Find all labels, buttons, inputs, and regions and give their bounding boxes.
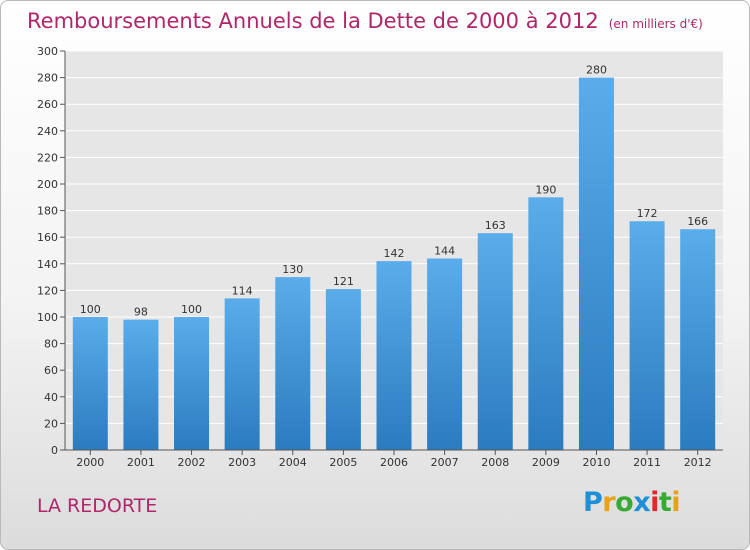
data-label-2005: 121 [333, 275, 354, 288]
bar-2002 [174, 317, 210, 450]
y-tick-label: 200 [37, 178, 58, 191]
bar-2001 [123, 319, 159, 450]
y-axis-ticks: 0 20 40 60 80 100 120 140 160 180 200 220 240 260 280 3… [37, 45, 65, 457]
data-label-2006: 142 [384, 247, 405, 260]
bar-2005 [325, 289, 361, 450]
x-tick-label-2009: 2009 [532, 456, 560, 469]
y-tick-label: 60 [44, 364, 58, 377]
x-tick-label-2005: 2005 [329, 456, 357, 469]
y-tick-label: 160 [37, 231, 58, 244]
bar-2003 [224, 298, 260, 450]
x-axis-ticks: 2000 2001 2002 2003 2004 2005 2006 2007 2008 2009… [76, 450, 712, 469]
data-label-2008: 163 [485, 219, 506, 232]
y-tick-label: 80 [44, 338, 58, 351]
data-label-2001: 98 [134, 306, 148, 319]
x-tick-label-2007: 2007 [431, 456, 459, 469]
x-tick-label-2002: 2002 [178, 456, 206, 469]
y-tick-label: 120 [37, 284, 58, 297]
y-tick-label: 20 [44, 417, 58, 430]
chart-title-text: Remboursements Annuels de la Dette de 20… [27, 9, 599, 33]
y-tick-label: 0 [51, 444, 58, 457]
x-tick-label-2008: 2008 [481, 456, 509, 469]
x-tick-label-2010: 2010 [582, 456, 610, 469]
data-label-2011: 172 [637, 207, 658, 220]
bar-2010 [578, 77, 614, 450]
y-tick-label: 220 [37, 151, 58, 164]
bar-2012 [680, 229, 716, 450]
y-tick-label: 280 [37, 72, 58, 85]
data-label-2000: 100 [80, 303, 101, 316]
y-tick-label: 240 [37, 125, 58, 138]
data-label-2012: 166 [687, 215, 708, 228]
y-tick-label: 100 [37, 311, 58, 324]
x-tick-label-2011: 2011 [633, 456, 661, 469]
bar-2008 [477, 233, 513, 450]
data-label-2003: 114 [232, 284, 253, 297]
bar-2000 [72, 317, 108, 450]
x-tick-label-2012: 2012 [684, 456, 712, 469]
commune-name: LA REDORTE [37, 495, 158, 517]
data-labels: 100 98 100 114 130 121 142 144 163 190 280 172 166 [80, 64, 708, 319]
x-tick-label-2001: 2001 [127, 456, 155, 469]
y-tick-label: 180 [37, 205, 58, 218]
data-label-2009: 190 [535, 183, 556, 196]
x-tick-label-2004: 2004 [279, 456, 307, 469]
x-tick-label-2003: 2003 [228, 456, 256, 469]
data-label-2010: 280 [586, 64, 607, 77]
chart-unit: (en milliers d'€) [608, 17, 703, 31]
data-label-2004: 130 [282, 263, 303, 276]
data-label-2007: 144 [434, 244, 455, 257]
data-label-2002: 100 [181, 303, 202, 316]
y-tick-label: 40 [44, 391, 58, 404]
bar-2007 [427, 258, 463, 450]
bar-2011 [629, 221, 665, 450]
y-tick-label: 140 [37, 258, 58, 271]
bar-2009 [528, 197, 564, 450]
bars [72, 77, 716, 450]
x-tick-label-2006: 2006 [380, 456, 408, 469]
proxiti-logo: Proxiti [583, 487, 681, 518]
x-tick-label-2000: 2000 [76, 456, 104, 469]
chart-title: Remboursements Annuels de la Dette de 20… [27, 9, 703, 33]
y-tick-label: 260 [37, 98, 58, 111]
y-tick-label: 300 [37, 45, 58, 58]
bar-2006 [376, 261, 412, 450]
bar-2004 [275, 277, 311, 450]
